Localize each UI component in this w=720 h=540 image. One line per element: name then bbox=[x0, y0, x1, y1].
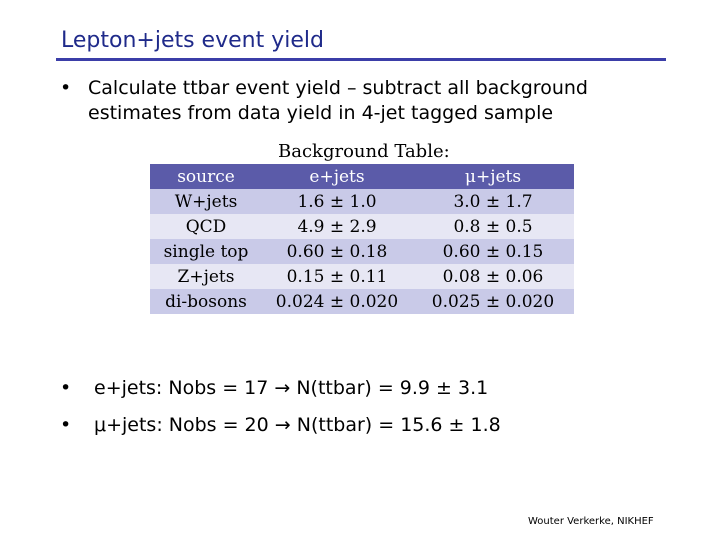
result-mu-jets-text: μ+jets: Nobs = 20 → N(ttbar) = 15.6 ± 1.… bbox=[94, 414, 501, 436]
bullet-text: Calculate ttbar event yield – subtract a… bbox=[88, 77, 588, 124]
table-header-row: source e+jets μ+jets bbox=[150, 164, 574, 189]
cell-e-jets: 4.9 ± 2.9 bbox=[262, 214, 412, 239]
bullet-dot: • bbox=[60, 77, 72, 99]
table-title: Background Table: bbox=[278, 141, 450, 162]
cell-mu-jets: 0.025 ± 0.020 bbox=[412, 289, 574, 314]
table-row: QCD 4.9 ± 2.9 0.8 ± 0.5 bbox=[150, 214, 574, 239]
table-row: single top 0.60 ± 0.18 0.60 ± 0.15 bbox=[150, 239, 574, 264]
bullet-dot: • bbox=[60, 377, 72, 399]
title-underline bbox=[56, 58, 666, 61]
cell-e-jets: 0.60 ± 0.18 bbox=[262, 239, 412, 264]
bullet-dot: • bbox=[60, 414, 72, 436]
cell-mu-jets: 0.60 ± 0.15 bbox=[412, 239, 574, 264]
cell-source: Z+jets bbox=[150, 264, 262, 289]
cell-e-jets: 0.15 ± 0.11 bbox=[262, 264, 412, 289]
cell-mu-jets: 0.08 ± 0.06 bbox=[412, 264, 574, 289]
table-row: Z+jets 0.15 ± 0.11 0.08 ± 0.06 bbox=[150, 264, 574, 289]
cell-mu-jets: 0.8 ± 0.5 bbox=[412, 214, 574, 239]
footer-author: Wouter Verkerke, NIKHEF bbox=[528, 516, 654, 527]
header-mu-jets: μ+jets bbox=[412, 164, 574, 189]
result-e-jets-text: e+jets: Nobs = 17 → N(ttbar) = 9.9 ± 3.1 bbox=[94, 377, 489, 399]
cell-source: QCD bbox=[150, 214, 262, 239]
cell-source: W+jets bbox=[150, 189, 262, 214]
cell-e-jets: 1.6 ± 1.0 bbox=[262, 189, 412, 214]
table-row: di-bosons 0.024 ± 0.020 0.025 ± 0.020 bbox=[150, 289, 574, 314]
header-e-jets: e+jets bbox=[262, 164, 412, 189]
cell-source: single top bbox=[150, 239, 262, 264]
cell-e-jets: 0.024 ± 0.020 bbox=[262, 289, 412, 314]
cell-mu-jets: 3.0 ± 1.7 bbox=[412, 189, 574, 214]
header-source: source bbox=[150, 164, 262, 189]
cell-source: di-bosons bbox=[150, 289, 262, 314]
slide-title: Lepton+jets event yield bbox=[61, 28, 324, 53]
table-row: W+jets 1.6 ± 1.0 3.0 ± 1.7 bbox=[150, 189, 574, 214]
background-table: source e+jets μ+jets W+jets 1.6 ± 1.0 3.… bbox=[150, 164, 574, 314]
